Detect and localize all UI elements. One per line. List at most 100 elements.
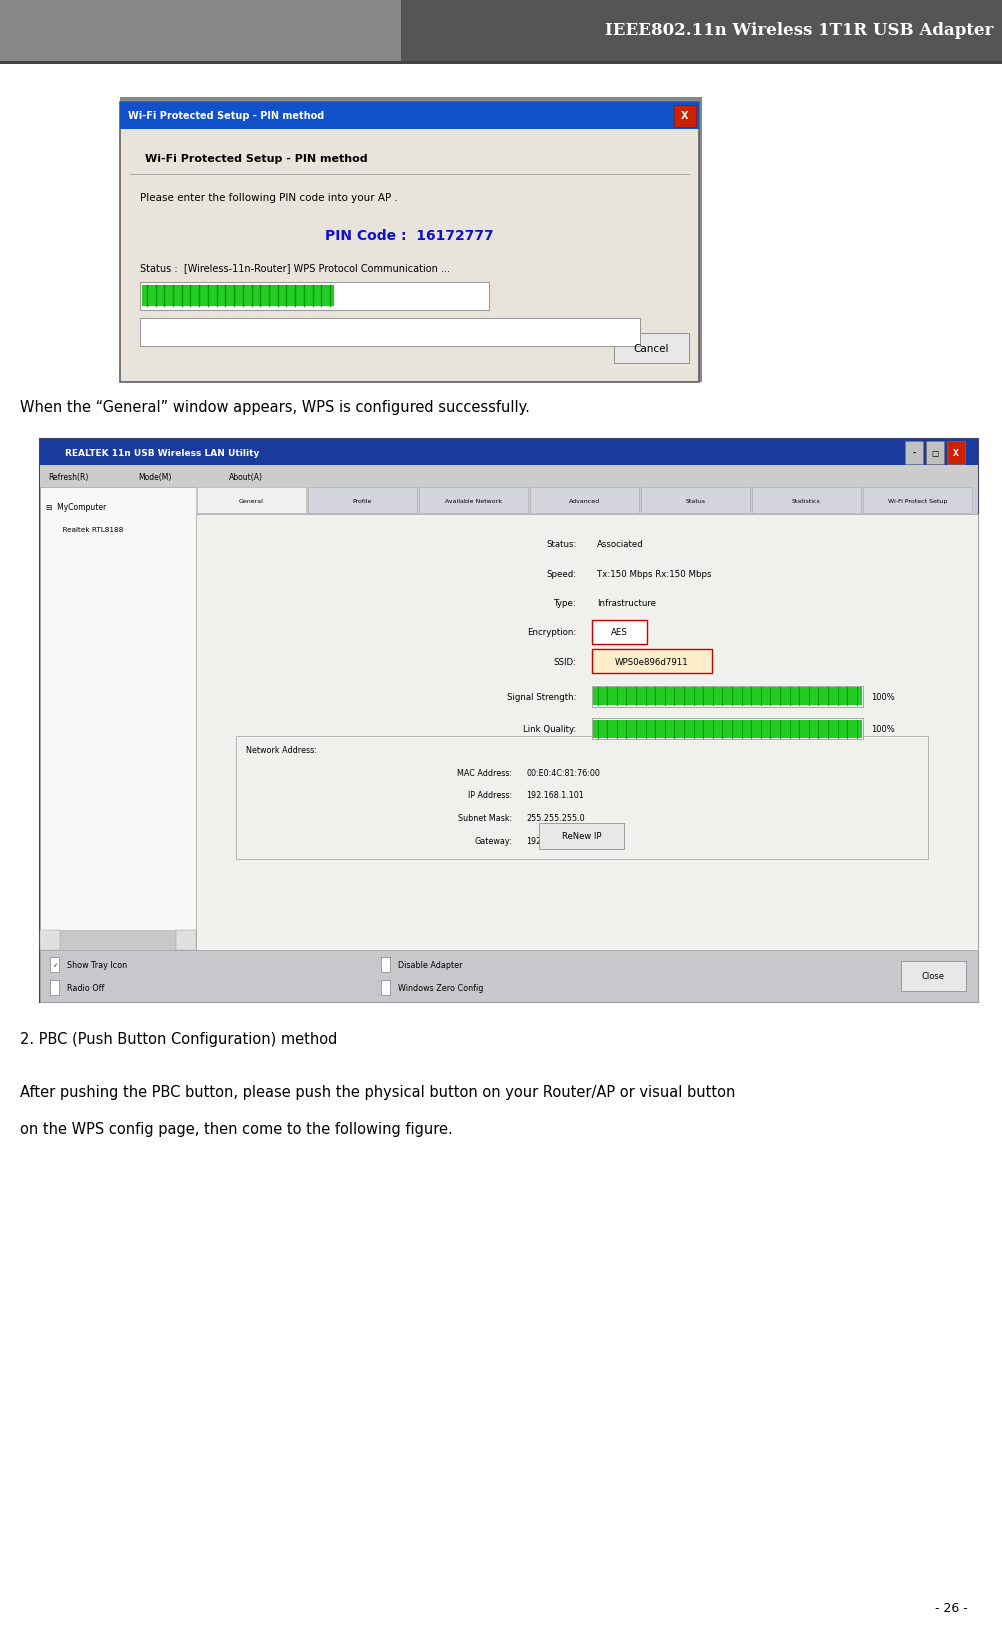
Point	[166, 275, 178, 297]
Point	[850, 729, 862, 748]
Text: Statistics: Statistics	[792, 499, 820, 504]
Point	[783, 711, 795, 730]
Bar	[613, 334, 688, 363]
Point	[812, 696, 824, 716]
Text: Status: Status	[684, 499, 704, 504]
Text: 2. PBC (Push Button Configuration) method: 2. PBC (Push Button Configuration) metho…	[20, 1032, 337, 1046]
Point	[841, 696, 853, 716]
Point	[706, 711, 718, 730]
Point	[600, 678, 612, 698]
Point	[715, 729, 727, 748]
Point	[272, 297, 284, 316]
Text: SSID:: SSID:	[553, 657, 576, 667]
Text: -: -	[911, 448, 915, 458]
Point	[667, 729, 679, 748]
Bar	[235, 737, 927, 859]
Point	[639, 678, 651, 698]
Point	[744, 678, 757, 698]
Text: 100%: 100%	[870, 725, 894, 734]
Bar	[673, 106, 695, 129]
Point	[193, 297, 205, 316]
Point	[629, 696, 641, 716]
Bar	[140, 319, 639, 347]
Text: Wi-Fi Protect Setup: Wi-Fi Protect Setup	[887, 499, 946, 504]
Bar	[752, 487, 860, 513]
Point	[245, 297, 258, 316]
Point	[677, 678, 689, 698]
Point	[793, 696, 805, 716]
Point	[831, 729, 843, 748]
Bar	[591, 686, 862, 707]
Text: Realtek RTL8188: Realtek RTL8188	[58, 526, 123, 533]
Text: WPS0e896d7911: WPS0e896d7911	[614, 657, 688, 667]
Point	[610, 678, 622, 698]
Point	[754, 678, 766, 698]
Point	[658, 678, 670, 698]
Point	[725, 711, 737, 730]
Bar	[539, 823, 624, 849]
Text: Advanced: Advanced	[568, 499, 599, 504]
Text: Cancel: Cancel	[633, 344, 668, 354]
Text: 192.168.1.1: 192.168.1.1	[526, 836, 573, 846]
Text: X: X	[680, 111, 688, 121]
Text: Wi-Fi Protected Setup - PIN method: Wi-Fi Protected Setup - PIN method	[145, 153, 368, 165]
Point	[696, 729, 708, 748]
Point	[850, 678, 862, 698]
Text: General: General	[238, 499, 264, 504]
Text: Encryption:: Encryption:	[527, 628, 576, 637]
Text: - 26 -: - 26 -	[934, 1601, 967, 1614]
Point	[639, 711, 651, 730]
Point	[658, 729, 670, 748]
Bar	[40, 466, 977, 487]
Bar	[946, 442, 964, 465]
Text: REALTEK 11n USB Wireless LAN Utility: REALTEK 11n USB Wireless LAN Utility	[65, 448, 260, 458]
Bar	[0, 0, 401, 62]
Point	[783, 696, 795, 716]
Point	[802, 711, 814, 730]
Bar	[592, 720, 861, 738]
Point	[812, 729, 824, 748]
Point	[774, 729, 786, 748]
Text: Status :  [Wireless-11n-Router] WPS Protocol Communication ...: Status : [Wireless-11n-Router] WPS Proto…	[140, 262, 450, 274]
Point	[734, 696, 746, 716]
Bar	[591, 621, 646, 645]
Text: ReNew IP: ReNew IP	[561, 831, 601, 841]
Bar	[925, 442, 943, 465]
Point	[831, 711, 843, 730]
Point	[793, 729, 805, 748]
Point	[591, 678, 603, 698]
Bar	[418, 487, 527, 513]
Point	[619, 678, 632, 698]
Point	[140, 297, 152, 316]
Text: ✓: ✓	[52, 962, 57, 967]
Point	[822, 711, 834, 730]
Point	[696, 696, 708, 716]
Point	[600, 729, 612, 748]
Point	[658, 711, 670, 730]
Bar	[308, 487, 416, 513]
Point	[754, 711, 766, 730]
Point	[272, 275, 284, 297]
Point	[324, 275, 336, 297]
Bar	[381, 957, 390, 971]
Point	[219, 297, 231, 316]
Text: Please enter the following PIN code into your AP .: Please enter the following PIN code into…	[140, 192, 398, 204]
Point	[667, 696, 679, 716]
Bar	[40, 440, 977, 466]
Point	[149, 275, 161, 297]
Point	[822, 678, 834, 698]
Point	[591, 696, 603, 716]
Text: Signal Strength:: Signal Strength:	[507, 693, 576, 701]
Bar	[591, 649, 711, 675]
Text: Status:: Status:	[546, 540, 576, 549]
Bar	[900, 962, 965, 991]
Text: 255.255.255.0: 255.255.255.0	[526, 813, 584, 823]
Point	[648, 696, 660, 716]
Point	[687, 729, 699, 748]
Point	[201, 275, 213, 297]
Text: 100%: 100%	[870, 693, 894, 701]
Point	[725, 678, 737, 698]
Bar	[640, 487, 749, 513]
Point	[629, 678, 641, 698]
Point	[744, 711, 757, 730]
